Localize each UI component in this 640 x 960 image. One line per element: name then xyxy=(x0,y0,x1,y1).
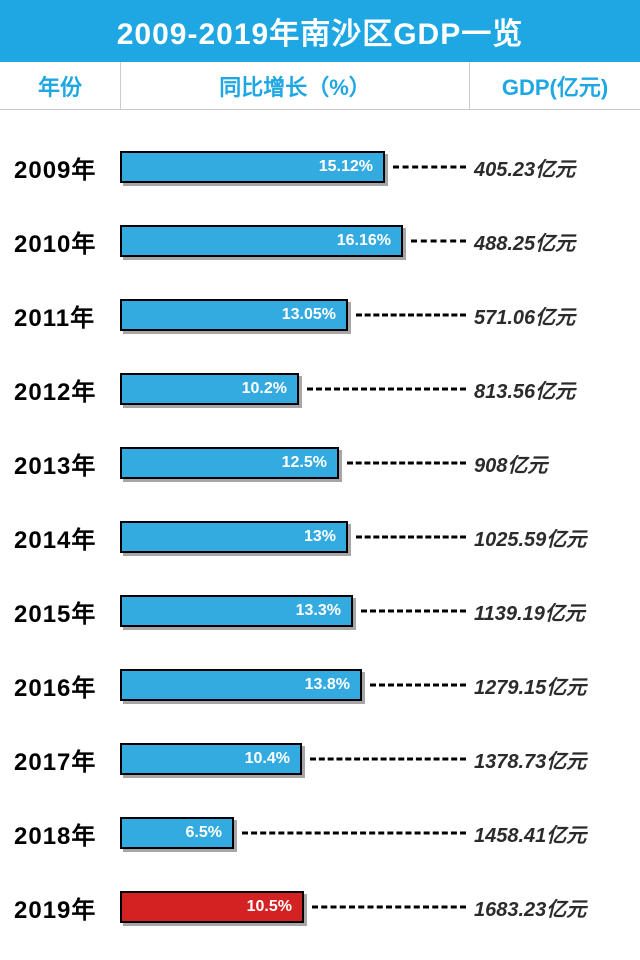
year-label: 2018年 xyxy=(0,816,120,851)
growth-label: 15.12% xyxy=(319,158,383,176)
year-label: 2013年 xyxy=(0,446,120,481)
connector-line xyxy=(361,610,466,613)
growth-bar: 10.4% xyxy=(120,743,302,775)
gdp-value: 1139.19亿元 xyxy=(470,597,640,626)
growth-bar: 13% xyxy=(120,521,348,553)
bar-zone: 10.4% xyxy=(120,743,470,775)
growth-label: 6.5% xyxy=(186,824,232,842)
gdp-value: 1279.15亿元 xyxy=(470,671,640,700)
year-label: 2012年 xyxy=(0,372,120,407)
connector-line xyxy=(356,536,466,539)
growth-label: 16.16% xyxy=(337,232,401,250)
title-text: 2009-2019年南沙区GDP一览 xyxy=(117,9,523,53)
bar-zone: 13.8% xyxy=(120,669,470,701)
gdp-value: 1378.73亿元 xyxy=(470,745,640,774)
header-growth: 同比增长（%） xyxy=(120,62,470,109)
year-label: 2015年 xyxy=(0,594,120,629)
gdp-value: 1025.59亿元 xyxy=(470,523,640,552)
growth-label: 13.05% xyxy=(282,306,346,324)
chart-rows: 2009年15.12%405.23亿元2010年16.16%488.25亿元20… xyxy=(0,110,640,944)
table-row: 2016年 13.8% 1279.15亿元 xyxy=(0,648,640,722)
growth-label: 13% xyxy=(304,528,346,546)
table-row: 2015年 13.3% 1139.19亿元 xyxy=(0,574,640,648)
bar-zone: 15.12% xyxy=(120,151,470,183)
gdp-value: 1683.23亿元 xyxy=(470,893,640,922)
header-gdp: GDP(亿元) xyxy=(470,70,640,102)
connector-line xyxy=(310,758,466,761)
bar-zone: 13.3% xyxy=(120,595,470,627)
title-banner: 2009-2019年南沙区GDP一览 xyxy=(0,0,640,62)
header-year: 年份 xyxy=(0,70,120,102)
gdp-value: 405.23亿元 xyxy=(470,153,640,182)
growth-label: 13.3% xyxy=(296,602,351,620)
table-row: 2010年 16.16% 488.25亿元 xyxy=(0,204,640,278)
growth-bar: 16.16% xyxy=(120,225,403,257)
growth-label: 10.5% xyxy=(247,898,302,916)
connector-line xyxy=(242,832,466,835)
table-row: 2013年 12.5% 908亿元 xyxy=(0,426,640,500)
year-label: 2009年 xyxy=(0,150,120,185)
connector-line xyxy=(356,314,466,317)
gdp-value: 813.56亿元 xyxy=(470,375,640,404)
connector-line xyxy=(393,166,466,169)
growth-bar: 6.5% xyxy=(120,817,234,849)
table-row: 2011年 13.05% 571.06亿元 xyxy=(0,278,640,352)
table-row: 2019年 10.5% 1683.23亿元 xyxy=(0,870,640,944)
bar-zone: 13.05% xyxy=(120,299,470,331)
connector-line xyxy=(307,388,466,391)
growth-bar: 13.05% xyxy=(120,299,348,331)
year-label: 2014年 xyxy=(0,520,120,555)
bar-zone: 12.5% xyxy=(120,447,470,479)
connector-line xyxy=(347,462,466,465)
table-row: 2017年 10.4% 1378.73亿元 xyxy=(0,722,640,796)
year-label: 2011年 xyxy=(0,298,120,333)
year-label: 2016年 xyxy=(0,668,120,703)
gdp-value: 488.25亿元 xyxy=(470,227,640,256)
growth-bar: 13.3% xyxy=(120,595,353,627)
growth-bar: 13.8% xyxy=(120,669,362,701)
bar-zone: 6.5% xyxy=(120,817,470,849)
growth-bar: 12.5% xyxy=(120,447,339,479)
connector-line xyxy=(411,240,466,243)
bar-zone: 16.16% xyxy=(120,225,470,257)
growth-label: 10.2% xyxy=(242,380,297,398)
table-row: 2018年 6.5% 1458.41亿元 xyxy=(0,796,640,870)
growth-label: 10.4% xyxy=(245,750,300,768)
gdp-value: 1458.41亿元 xyxy=(470,819,640,848)
gdp-value: 908亿元 xyxy=(470,449,640,478)
year-label: 2017年 xyxy=(0,742,120,777)
bar-zone: 13% xyxy=(120,521,470,553)
table-header: 年份 同比增长（%） GDP(亿元) xyxy=(0,62,640,110)
bar-zone: 10.2% xyxy=(120,373,470,405)
year-label: 2010年 xyxy=(0,224,120,259)
year-label: 2019年 xyxy=(0,890,120,925)
table-row: 2012年 10.2% 813.56亿元 xyxy=(0,352,640,426)
growth-bar: 10.2% xyxy=(120,373,299,405)
growth-bar: 10.5% xyxy=(120,891,304,923)
growth-bar: 15.12% xyxy=(120,151,385,183)
growth-label: 13.8% xyxy=(305,676,360,694)
table-row: 2014年 13% 1025.59亿元 xyxy=(0,500,640,574)
bar-zone: 10.5% xyxy=(120,891,470,923)
gdp-value: 571.06亿元 xyxy=(470,301,640,330)
table-row: 2009年 15.12% 405.23亿元 xyxy=(0,130,640,204)
connector-line xyxy=(370,684,466,687)
connector-line xyxy=(312,906,466,909)
growth-label: 12.5% xyxy=(282,454,337,472)
